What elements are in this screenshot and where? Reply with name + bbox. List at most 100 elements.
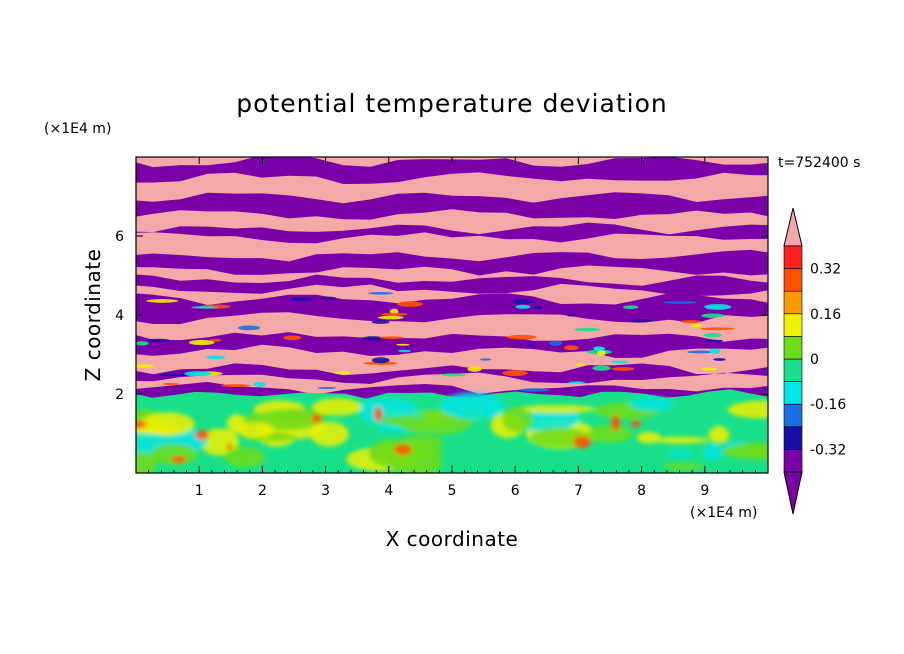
field-blob (380, 415, 457, 427)
field-streak (184, 371, 212, 377)
field-blob-warm (195, 430, 209, 440)
field-blob-warm (171, 455, 186, 464)
field-streak (159, 373, 189, 377)
field-streak (703, 333, 722, 338)
field-streak (563, 345, 579, 351)
field-upper-bg (136, 157, 768, 400)
field-streak (379, 336, 405, 340)
x-axis-label: X coordinate (386, 527, 519, 551)
field-band (136, 222, 768, 244)
colorbar-label: -0.32 (810, 442, 846, 458)
field-blob (440, 392, 505, 420)
field-streak (533, 306, 543, 309)
field-blob (727, 400, 768, 419)
y-tick-label: 2 (115, 387, 124, 403)
field-lower-blobs (136, 392, 768, 473)
field-blob (636, 431, 662, 444)
x-axis-ticks: 1 2 3 4 5 6 7 8 9 (148, 157, 769, 499)
field-streak (396, 343, 410, 346)
colorbar-label: 0.32 (810, 262, 841, 278)
field-streak (515, 304, 531, 309)
field-streak (162, 382, 180, 386)
colorbar-label: 0.16 (810, 307, 841, 323)
colorbar-segment (783, 358, 803, 382)
x-tick-label: 9 (700, 483, 709, 499)
field-streak (611, 367, 635, 371)
field-blob (728, 446, 768, 455)
field-streak (663, 301, 698, 304)
field-streak (701, 313, 725, 318)
x-tick-label: 6 (511, 483, 520, 499)
plot-area (136, 157, 768, 473)
colorbar-under (783, 471, 803, 515)
field-streak (592, 365, 611, 371)
colorbar-segment (783, 268, 803, 292)
colorbar-over (783, 207, 803, 247)
field-streak (623, 305, 639, 310)
field-streak (191, 306, 219, 309)
field-streak (567, 314, 576, 317)
field-streak (321, 296, 337, 300)
field-streak (283, 335, 302, 341)
field-streak (220, 384, 251, 387)
field-streak (317, 387, 337, 389)
field-blob (629, 396, 674, 412)
field-streak (136, 364, 155, 368)
colorbar-segment (783, 313, 803, 337)
chart-title: potential temperature deviation (236, 89, 667, 118)
field-streak (686, 350, 714, 354)
field-blob (703, 444, 722, 461)
field-streak (680, 320, 701, 324)
field-streak (549, 340, 563, 346)
field-streak (188, 339, 215, 346)
colorbar: 0.32 0.16 0 -0.16 -0.32 (783, 207, 846, 515)
field-streak (525, 344, 535, 347)
x-tick-label: 2 (258, 483, 267, 499)
field-streak (573, 327, 601, 332)
field-streak (253, 381, 266, 387)
field-blob (667, 450, 693, 457)
field-streak (575, 363, 586, 367)
x-tick-label: 5 (448, 483, 457, 499)
field-blob-warm (630, 420, 641, 428)
field-streak (700, 327, 735, 331)
field-blob (587, 424, 632, 443)
field-blob (309, 421, 349, 447)
field-band (136, 293, 768, 324)
colorbar-segment (783, 381, 803, 405)
field-streak (206, 355, 226, 360)
field-streak (709, 348, 721, 354)
field-blob-warm (394, 444, 412, 455)
colorbar-label: 0 (810, 352, 819, 368)
field-band (136, 249, 768, 276)
field-blob (224, 447, 265, 468)
field-streak (704, 304, 732, 310)
field-band (136, 192, 768, 220)
field-blob-warm (136, 420, 147, 429)
y-axis-unit: (×1E4 m) (44, 121, 111, 137)
colorbar-segment (783, 290, 803, 315)
y-axis-label: Z coordinate (81, 249, 105, 382)
field-streak (368, 292, 394, 295)
field-streak (701, 367, 717, 371)
field-blob-warm (311, 414, 322, 424)
field-streak (371, 320, 390, 324)
field-streaks (136, 292, 735, 392)
field-blob (708, 426, 730, 444)
field-streak (398, 349, 411, 353)
field-streak (479, 358, 492, 361)
field-streak (593, 346, 606, 351)
field-streak (691, 323, 702, 328)
field-streak (377, 315, 404, 320)
field-blob (663, 463, 704, 470)
field-blob (502, 406, 533, 432)
field-blob (140, 412, 195, 436)
colorbar-segment (783, 245, 803, 269)
field-blob-warm (611, 414, 620, 431)
field-blob-warm (573, 435, 592, 449)
field-streak (502, 370, 528, 377)
time-label: t=752400 s (778, 155, 860, 171)
field-streak (363, 361, 398, 365)
colorbar-segment (783, 403, 803, 428)
